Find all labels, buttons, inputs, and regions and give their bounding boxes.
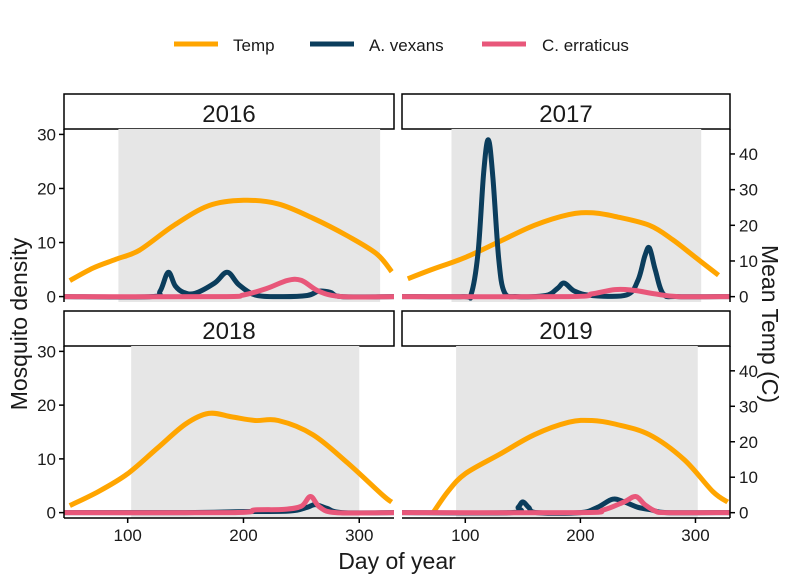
y-tick-right-top-30-label: 30: [739, 181, 758, 200]
x-tick-right-100-label: 100: [451, 526, 479, 545]
line-c-erraticus-2019: [401, 493, 731, 516]
panel-title-2016: 2016: [202, 101, 255, 128]
y-ticks-right-top: 0 10 20 30 40: [730, 145, 758, 307]
line-temp-2016: [68, 197, 394, 283]
y-tick-right-top-40-label: 40: [739, 145, 758, 164]
y-tick-right-top-0-label: 0: [739, 288, 748, 307]
x-tick-left-300-label: 300: [345, 526, 373, 545]
panel-strip-2019: [401, 310, 731, 347]
panel-title-2018: 2018: [202, 318, 255, 345]
y-tick-right-bottom-0-label: 0: [739, 504, 748, 523]
panel-title-2017: 2017: [539, 101, 592, 128]
panel-2017: 2017: [401, 93, 731, 302]
panel-2016: 2016: [63, 93, 395, 302]
y-tick-left-bottom-30-label: 30: [37, 342, 56, 361]
y-tick-right-top-10-label: 10: [739, 252, 758, 271]
y-tick-right-bottom-40-label: 40: [739, 362, 758, 381]
panel-strip-2016: [63, 93, 395, 130]
line-temp-2019: [431, 417, 730, 515]
x-ticks-right: 100 200 300: [451, 518, 710, 545]
line-temp-2017: [406, 210, 721, 282]
x-tick-right-200-label: 200: [566, 526, 594, 545]
x-tick-left-100-label: 100: [113, 526, 141, 545]
y-tick-left-top-20-label: 20: [37, 179, 56, 198]
y-tick-right-bottom-20-label: 20: [739, 433, 758, 452]
y-axis-title-left: Mosquito density: [6, 237, 32, 410]
season-shade-2019: [456, 346, 698, 518]
y-tick-left-bottom-10-label: 10: [37, 450, 56, 469]
legend-label-c-erraticus: C. erraticus: [542, 36, 629, 55]
season-shade-2018: [131, 346, 360, 518]
y-tick-left-top-10-label: 10: [37, 234, 56, 253]
y-tick-left-bottom-0-label: 0: [47, 504, 56, 523]
panel-2019: 2019: [401, 310, 731, 518]
panel-2018: 2018: [63, 310, 395, 518]
y-tick-left-top-30-label: 30: [37, 125, 56, 144]
panel-title-2019: 2019: [539, 318, 592, 345]
y-tick-right-bottom-10-label: 10: [739, 468, 758, 487]
x-ticks-left: 100 200 300: [113, 518, 373, 545]
y-ticks-right-bottom: 0 10 20 30 40: [730, 362, 758, 523]
line-c-erraticus-2018: [63, 494, 395, 516]
x-tick-left-200-label: 200: [229, 526, 257, 545]
legend-label-a-vexans: A. vexans: [369, 36, 444, 55]
line-c-erraticus-2017: [401, 286, 731, 300]
y-tick-left-bottom-20-label: 20: [37, 396, 56, 415]
line-temp-2018: [68, 410, 394, 508]
y-tick-right-top-20-label: 20: [739, 216, 758, 235]
line-c-erraticus-2016: [63, 276, 395, 300]
y-ticks-left-top: 0 10 20 30: [37, 125, 64, 307]
x-axis-title: Day of year: [338, 548, 456, 574]
legend: Temp A. vexans C. erraticus: [174, 36, 629, 55]
legend-label-temp: Temp: [233, 36, 275, 55]
y-tick-right-bottom-30-label: 30: [739, 397, 758, 416]
panel-strip-2017: [401, 93, 731, 130]
season-shade-2016: [118, 129, 381, 302]
y-axis-title-right: Mean Temp (C): [757, 245, 783, 403]
y-ticks-left-bottom: 0 10 20 30: [37, 342, 64, 523]
line-a-vexans-2017: [401, 137, 731, 301]
y-tick-left-top-0-label: 0: [47, 288, 56, 307]
x-tick-right-300-label: 300: [681, 526, 709, 545]
